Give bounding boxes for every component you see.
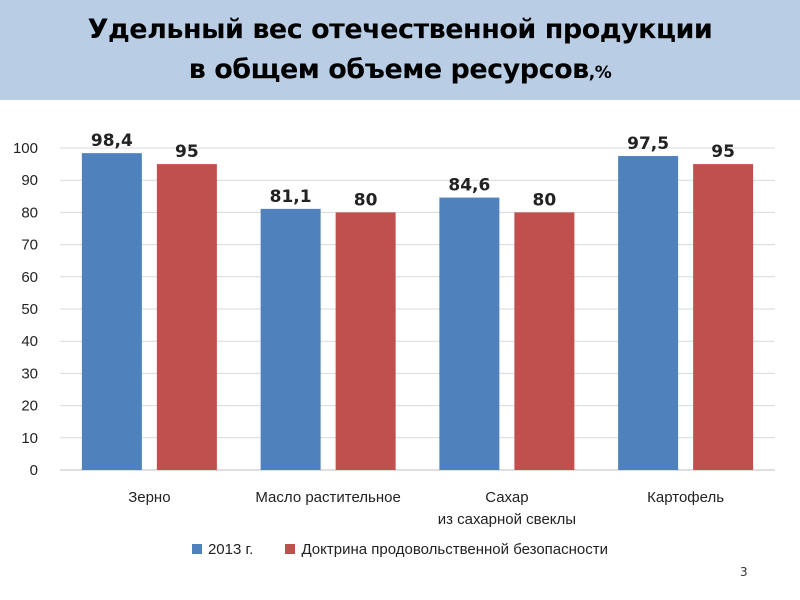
chart-title-unit: ,% <box>588 63 612 83</box>
y-tick-label: 0 <box>30 462 38 479</box>
bar-2013-0 <box>81 153 142 470</box>
chart-title-text: в общем объеме ресурсов <box>188 54 590 85</box>
x-tick-label: Масло растительное <box>255 489 400 506</box>
y-tick-label: 10 <box>21 430 38 447</box>
bar-doctrine-2 <box>514 212 575 470</box>
legend-swatch-doctrine <box>285 544 296 554</box>
data-label: 98,4 <box>91 131 133 151</box>
y-tick-label: 90 <box>21 172 38 189</box>
legend: 2013 г. Доктрина продовольственной безоп… <box>0 541 800 558</box>
y-tick-label: 50 <box>21 301 38 318</box>
data-label: 80 <box>354 190 378 210</box>
bar-doctrine-3 <box>693 164 754 470</box>
y-tick-label: 20 <box>21 398 38 415</box>
y-tick-label: 80 <box>21 204 38 221</box>
data-label: 97,5 <box>627 134 669 154</box>
y-tick-label: 40 <box>21 333 38 350</box>
bar-chart: 0 10 20 30 40 50 60 70 80 90 100 98,4 95 Зерно 81,1 80 М… <box>13 131 775 528</box>
legend-item-2013: 2013 г. <box>191 541 254 558</box>
x-tick-label: из сахарной свеклы <box>438 511 576 528</box>
y-tick-label: 30 <box>21 365 38 382</box>
page-number: 3 <box>740 565 748 579</box>
x-tick-label: Сахар <box>485 489 528 506</box>
bar-2013-1 <box>260 208 321 470</box>
bar-doctrine-1 <box>335 212 396 470</box>
title-band: Удельный вес отечественной продукции в о… <box>0 0 800 100</box>
data-label: 84,6 <box>448 176 490 196</box>
data-label: 81,1 <box>270 187 312 207</box>
legend-label-2013: 2013 г. <box>207 541 254 558</box>
data-label: 95 <box>711 142 735 162</box>
legend-item-doctrine: Доктрина продовольственной безопасности <box>285 541 608 558</box>
bar-doctrine-0 <box>156 164 217 470</box>
chart-title-line-1: Удельный вес отечественной продукции <box>87 14 713 45</box>
bar-2013-3 <box>618 156 679 471</box>
y-tick-label: 70 <box>21 237 38 254</box>
legend-label-doctrine: Доктрина продовольственной безопасности <box>301 541 609 558</box>
data-label: 95 <box>175 142 199 162</box>
y-tick-label: 100 <box>13 140 38 157</box>
x-tick-label: Зерно <box>128 489 170 506</box>
y-tick-label: 60 <box>21 269 38 286</box>
bar-2013-2 <box>439 197 500 470</box>
data-label: 80 <box>533 190 557 210</box>
chart-title-line-2: в общем объеме ресурсов,% <box>0 50 800 93</box>
legend-swatch-2013 <box>191 544 202 554</box>
x-tick-label: Картофель <box>647 489 724 506</box>
